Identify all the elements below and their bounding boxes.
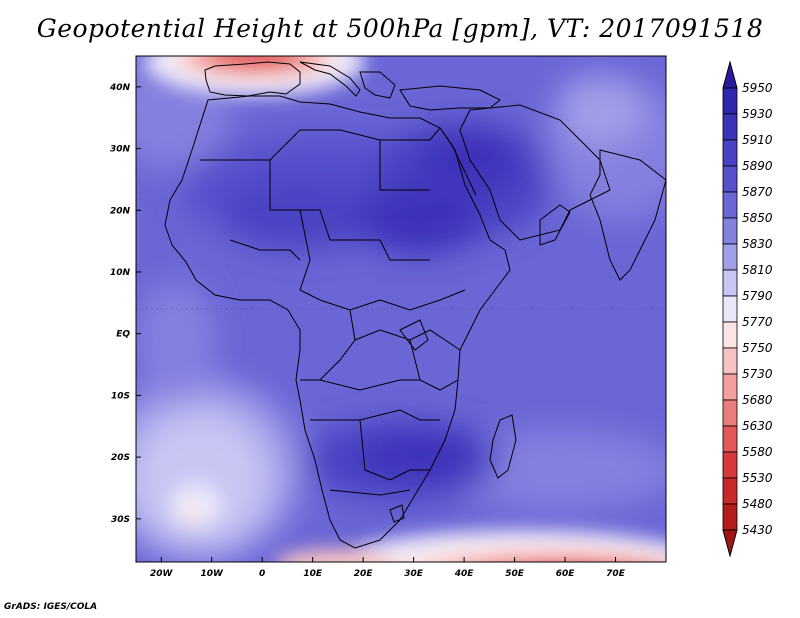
lon-tick-label: 30E [404, 569, 424, 579]
coastlines-borders [164, 61, 666, 549]
lat-tick-label: 20N [110, 206, 131, 216]
colorbar-min-arrow [722, 529, 738, 558]
axis-ticks: 20W 10W 0 10E 20E 30E 40E 50E 60E 70E 40N 30N 20N 10N… [109, 83, 626, 579]
colorbar-label: 5530 [742, 471, 773, 485]
colorbar-label: 5580 [742, 445, 773, 459]
lat-tick-label: 40N [109, 83, 131, 93]
colorbar-swatch [722, 451, 738, 479]
colorbar-label: 5930 [742, 107, 773, 121]
colorbar-label: 5790 [742, 289, 773, 303]
colorbar-swatch [722, 217, 738, 245]
lat-tick-label: 30S [111, 515, 130, 525]
colorbar-label: 5770 [742, 315, 773, 329]
lon-tick-label: 20E [354, 569, 374, 579]
colorbar: 5950 5930 5910 5890 5870 5850 5830 5810 5790 5770… [722, 60, 773, 558]
lat-tick-label: 10N [110, 268, 131, 278]
colorbar-label: 5910 [742, 133, 773, 147]
plot-frame [135, 55, 667, 563]
credit-text: GrADS: IGES/COLA [4, 602, 98, 612]
colorbar-label: 5830 [742, 237, 773, 251]
colorbar-label: 5750 [742, 341, 773, 355]
colorbar-label: 5810 [742, 263, 773, 277]
lon-tick-label: 40E [454, 569, 475, 579]
colorbar-label: 5870 [742, 185, 773, 199]
colorbar-swatch [722, 113, 738, 141]
colorbar-swatch [722, 373, 738, 401]
colorbar-swatch [722, 347, 738, 375]
colorbar-swatch [722, 269, 738, 297]
lon-tick-label: 50E [505, 569, 525, 579]
colorbar-label: 5430 [742, 523, 773, 537]
colorbar-swatch [722, 477, 738, 505]
colorbar-swatch [722, 165, 738, 193]
lat-tick-label: 10S [111, 391, 130, 401]
colorbar-swatch [722, 399, 738, 427]
colorbar-max-arrow [722, 60, 738, 89]
lat-tick-label: 20S [111, 453, 130, 463]
colorbar-swatch [722, 139, 738, 167]
colorbar-swatch [722, 87, 738, 115]
lon-tick-label: 0 [259, 569, 265, 579]
colorbar-swatch [722, 321, 738, 349]
colorbar-swatch [722, 503, 738, 531]
colorbar-swatch [722, 295, 738, 323]
lon-tick-label: 10W [200, 569, 224, 579]
colorbar-label: 5480 [742, 497, 773, 511]
colorbar-label: 5680 [742, 393, 773, 407]
lat-tick-label: 30N [110, 145, 131, 155]
lat-tick-label: EQ [116, 330, 130, 340]
lon-tick-label: 70E [606, 569, 626, 579]
map-title: Geopotential Height at 500hPa [gpm], VT:… [36, 14, 764, 43]
lon-tick-label: 60E [556, 569, 576, 579]
colorbar-label: 5890 [742, 159, 773, 173]
colorbar-label: 5630 [742, 419, 773, 433]
colorbar-label: 5850 [742, 211, 773, 225]
height-field [136, 56, 666, 562]
lon-tick-label: 20W [150, 569, 174, 579]
colorbar-label: 5950 [742, 81, 773, 95]
lon-tick-label: 10E [303, 569, 323, 579]
colorbar-swatch [722, 191, 738, 219]
colorbar-label: 5730 [742, 367, 773, 381]
colorbar-swatch [722, 425, 738, 453]
colorbar-swatch [722, 243, 738, 271]
